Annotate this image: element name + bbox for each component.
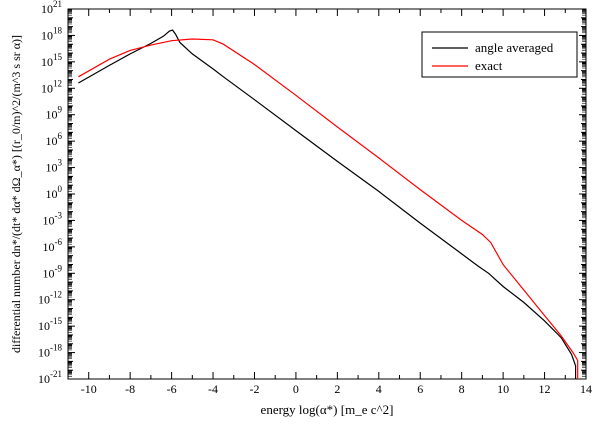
series-line-exact [78,38,579,379]
y-tick-label: 1018 [41,25,63,42]
y-tick-label: 106 [46,131,63,148]
legend-label-angle-averaged: angle averaged [475,40,554,55]
x-axis-label: energy log(α*) [m_e c^2] [261,402,394,417]
y-tick-label: 10-12 [38,290,62,307]
y-tick-label: 100 [46,184,63,201]
x-tick-label: 0 [293,382,299,396]
x-tick-label: 2 [334,382,340,396]
x-tick-label: 6 [417,382,423,396]
y-tick-label: 1012 [41,78,62,95]
y-tick-label: 10-15 [38,316,62,333]
x-tick-label: -10 [81,382,97,396]
y-tick-label: 10-18 [38,343,62,360]
y-tick-label: 109 [46,105,63,122]
x-tick-label: 8 [459,382,465,396]
x-tick-label: 14 [580,382,592,396]
legend-label-exact: exact [475,58,503,73]
y-tick-label: 1015 [41,52,63,69]
y-tick-label: 10-6 [43,237,63,254]
y-tick-label: 10-9 [43,263,63,280]
x-tick-label: -8 [125,382,135,396]
legend: angle averaged exact [421,31,578,78]
x-tick-label: -4 [208,382,218,396]
x-tick-label: 12 [539,382,551,396]
y-tick-label: 103 [46,158,63,175]
axis-ticks [67,8,587,380]
axis-tick-labels: -10 -8 -6 -4 -2 0 2 4 6 8 10 12 1410-2110-1810-1510-… [38,0,592,396]
x-tick-label: -2 [249,382,259,396]
y-tick-label: 10-21 [38,369,62,386]
y-tick-label: 1021 [41,0,62,16]
y-tick-label: 10-3 [43,210,63,227]
x-tick-label: 4 [376,382,382,396]
y-axis-label: differential number dn*/(dt* dα* dΩ_α*) … [9,35,23,353]
x-tick-label: 10 [497,382,509,396]
series-lines [78,29,579,379]
legend-box [421,31,578,78]
series-line-angle-averaged [78,29,577,379]
x-tick-label: -6 [167,382,177,396]
